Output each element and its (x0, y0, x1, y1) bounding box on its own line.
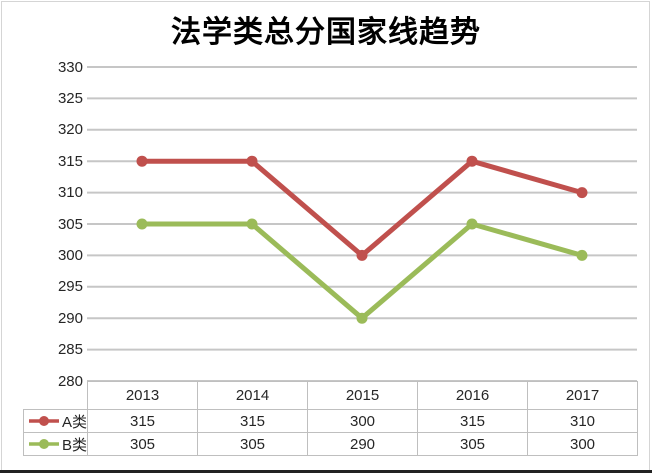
data-point-marker (356, 249, 368, 261)
data-point-marker (466, 155, 478, 167)
series-name-label: B类 (61, 436, 87, 454)
bottom-edge-line (0, 470, 652, 473)
value-cell: 310 (527, 409, 638, 433)
year-header-cell: 2016 (417, 381, 528, 410)
data-point-marker (466, 218, 478, 230)
y-axis-tick-label: 290 (57, 309, 83, 327)
y-axis-tick-label: 285 (57, 341, 83, 359)
y-axis-tick-label: 295 (57, 278, 83, 296)
year-header-cell: 2013 (87, 381, 198, 410)
legend-cell: A类 (23, 409, 88, 433)
series-legend-key-icon (29, 416, 59, 426)
y-axis-tick-label: 325 (57, 89, 83, 107)
data-point-marker (356, 312, 368, 324)
legend-cell: B类 (23, 432, 88, 456)
value-cell: 300 (527, 432, 638, 456)
data-point-marker (246, 155, 258, 167)
y-axis-tick-label: 300 (57, 246, 83, 264)
value-cell: 315 (417, 409, 528, 433)
y-axis-tick-label: 330 (57, 58, 83, 76)
data-point-marker (136, 218, 148, 230)
year-header-cell: 2015 (307, 381, 418, 410)
year-header-cell: 2014 (197, 381, 308, 410)
value-cell: 315 (87, 409, 198, 433)
data-point-marker (576, 249, 588, 261)
y-axis-tick-label: 310 (57, 184, 83, 202)
series-name-label: A类 (61, 413, 87, 431)
value-cell: 305 (417, 432, 528, 456)
y-axis-tick-label: 305 (57, 215, 83, 233)
y-axis-tick-label: 320 (57, 121, 83, 139)
value-cell: 305 (197, 432, 308, 456)
series-line-B类 (139, 221, 585, 321)
chart-title: 法学类总分国家线趋势 (171, 15, 481, 50)
series-line-A类 (139, 158, 585, 258)
year-header-cell: 2017 (527, 381, 638, 410)
y-axis-tick-label: 280 (57, 372, 83, 390)
series-legend-key-icon (29, 439, 59, 449)
data-point-marker (576, 187, 588, 199)
value-cell: 315 (197, 409, 308, 433)
value-cell: 300 (307, 409, 418, 433)
data-point-marker (246, 218, 258, 230)
data-point-marker (136, 155, 148, 167)
value-cell: 305 (87, 432, 198, 456)
value-cell: 290 (307, 432, 418, 456)
y-axis-tick-label: 315 (57, 152, 83, 170)
